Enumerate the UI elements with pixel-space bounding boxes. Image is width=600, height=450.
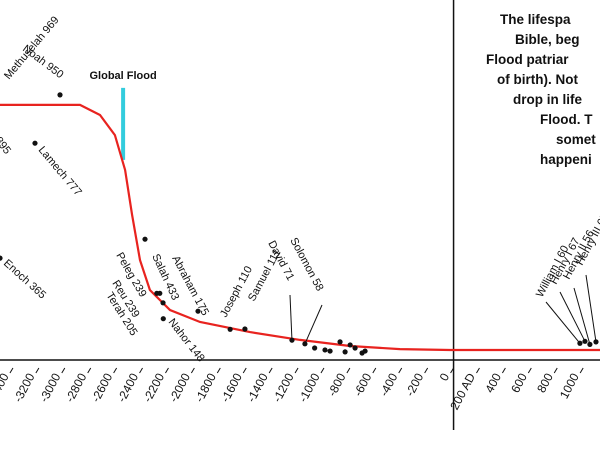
point-label: Solomon 58 <box>287 236 325 293</box>
x-tick <box>553 367 558 374</box>
data-point <box>593 339 599 345</box>
x-tick <box>527 367 532 374</box>
point-label: Enoch 365 <box>1 257 48 301</box>
x-tick-label: -3400 <box>0 371 12 405</box>
data-point <box>0 255 3 261</box>
data-point <box>142 236 148 242</box>
x-tick-label: -2600 <box>89 371 116 405</box>
data-point <box>195 308 201 314</box>
x-tick <box>294 367 299 374</box>
data-point <box>337 339 343 345</box>
data-point <box>160 316 166 322</box>
x-tick-label: 0 <box>437 371 453 384</box>
leader-line <box>304 304 323 345</box>
x-tick-label: -3200 <box>11 371 38 405</box>
data-point <box>587 341 593 347</box>
x-tick <box>476 367 480 374</box>
x-tick-label: -1800 <box>192 371 219 405</box>
x-tick <box>501 367 506 374</box>
x-tick-label: -1200 <box>270 371 297 405</box>
x-tick-label: 800 <box>534 371 556 396</box>
data-point <box>302 341 308 347</box>
x-tick-label: 1000 <box>557 371 582 401</box>
x-tick <box>372 367 377 374</box>
data-point <box>582 338 588 344</box>
point-label: Mahalaleel 895 <box>0 90 13 156</box>
x-tick-label: -3000 <box>37 371 64 405</box>
x-tick-label: -1600 <box>218 371 245 405</box>
note-line: happeni <box>540 152 592 167</box>
data-point <box>352 345 358 351</box>
x-tick <box>87 367 92 374</box>
x-tick <box>190 367 195 374</box>
x-tick <box>320 367 325 374</box>
leader-line <box>573 287 591 345</box>
note-line: drop in life <box>513 92 582 107</box>
data-point <box>577 340 583 346</box>
x-tick-label: -2400 <box>114 371 141 405</box>
point-label: Nahor 148 <box>166 316 207 364</box>
x-tick-label: -200 <box>403 371 427 399</box>
data-point <box>289 337 295 343</box>
data-point <box>157 290 163 296</box>
x-tick-label: -2000 <box>166 371 193 405</box>
note-line: The lifespa <box>500 12 571 27</box>
note-line: of birth). Not <box>497 72 578 87</box>
x-tick <box>398 367 403 374</box>
x-tick-label: 400 <box>482 371 504 396</box>
x-tick <box>424 367 429 374</box>
x-tick <box>139 367 143 374</box>
trend-curve <box>0 103 600 352</box>
data-point <box>32 140 38 146</box>
data-point <box>227 326 233 332</box>
data-point <box>342 349 348 355</box>
x-tick <box>9 367 14 374</box>
leader-line <box>585 274 597 342</box>
x-tick <box>61 367 66 374</box>
data-point <box>160 300 166 306</box>
x-tick-label: -400 <box>377 371 401 399</box>
note-line: Flood. T <box>540 112 593 127</box>
x-tick <box>242 367 247 374</box>
x-tick-label: -2200 <box>140 371 167 405</box>
point-label: Lamech 777 <box>36 144 84 198</box>
flood-label: Global Flood <box>90 70 157 82</box>
data-point <box>242 326 248 332</box>
x-tick <box>113 367 118 374</box>
x-tick-label: -800 <box>325 371 349 399</box>
leader-line <box>559 291 586 342</box>
note-line: Bible, beg <box>515 32 580 47</box>
x-tick <box>216 367 221 374</box>
note-line: somet <box>556 132 596 147</box>
x-tick-label: 600 <box>508 371 530 396</box>
data-point <box>322 347 328 353</box>
x-tick-label: 200 AD <box>447 371 478 413</box>
x-tick-label: -2800 <box>63 371 90 405</box>
x-tick <box>268 367 273 374</box>
data-point <box>57 92 63 98</box>
x-tick <box>579 367 584 374</box>
data-point <box>312 345 318 351</box>
leader-line <box>545 301 581 344</box>
x-tick <box>165 367 169 374</box>
data-point <box>347 342 353 348</box>
data-point <box>327 348 333 354</box>
leader-line <box>289 294 293 341</box>
x-tick-label: -1000 <box>296 371 323 405</box>
data-point <box>362 348 368 354</box>
x-tick <box>346 367 351 374</box>
x-tick <box>450 367 454 374</box>
x-tick-label: -600 <box>351 371 375 399</box>
x-tick <box>35 367 40 374</box>
note-line: Flood patriar <box>486 52 569 67</box>
x-tick-label: -1400 <box>244 371 271 405</box>
